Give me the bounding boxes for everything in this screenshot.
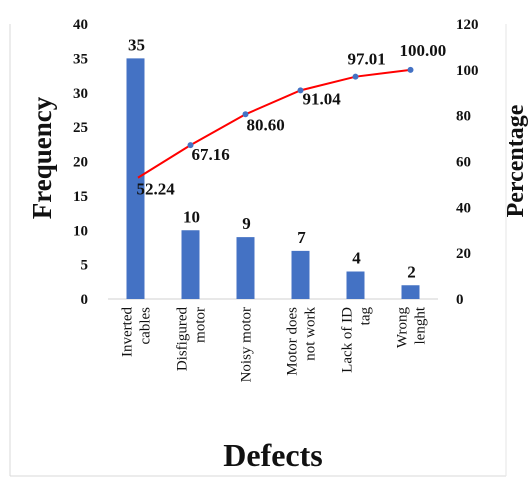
- bar-value-label: 9: [242, 214, 251, 233]
- line-value-label: 52.24: [137, 179, 176, 198]
- y-tick-label: 0: [81, 292, 89, 308]
- bar-value-label: 10: [183, 207, 200, 226]
- y2-tick-label: 80: [456, 109, 471, 125]
- category-label-line: cables: [138, 307, 154, 345]
- bar-value-label: 35: [128, 35, 145, 54]
- line-point: [187, 142, 194, 149]
- bar: [346, 271, 365, 299]
- category-label: Inverted cables: [120, 307, 154, 357]
- category-label-line: Disfigured: [175, 307, 191, 372]
- category-label-line: not work: [303, 307, 319, 361]
- line-value-label: 80.60: [247, 115, 285, 134]
- category-label: Noisy motor: [239, 307, 255, 382]
- line-point: [242, 111, 249, 118]
- axes: 0 5 10 15 20 25 30 35 40 0 20 40 60 80 100 120: [73, 17, 479, 308]
- category-label-line: Inverted: [120, 307, 136, 357]
- line-value-label: 91.04: [303, 89, 342, 108]
- line-value-label: 100.00: [400, 41, 447, 60]
- category-label-line: lenght: [413, 306, 429, 344]
- data-labels: 35 10 9 7 4 2 52.24 67.16 80.60 91.04 97.01 100.00: [128, 35, 446, 281]
- category-label-line: motor: [193, 307, 209, 343]
- category-label: Motor does not work: [285, 307, 319, 376]
- category-label-line: Lack of ID: [340, 307, 356, 373]
- bar: [291, 250, 310, 299]
- line-point: [352, 73, 359, 80]
- bar-value-label: 7: [297, 228, 306, 247]
- y-tick-label: 20: [73, 155, 88, 171]
- y-tick-label: 25: [73, 120, 88, 136]
- y2-tick-label: 60: [456, 155, 471, 171]
- line-point: [407, 66, 414, 73]
- y2-tick-label: 40: [456, 200, 471, 216]
- category-label: Wrong lenght: [395, 306, 429, 348]
- y-tick-label: 10: [73, 223, 88, 239]
- cumulative-percentage-line: [134, 68, 411, 181]
- category-label-line: Motor does: [285, 307, 301, 376]
- line-value-label: 97.01: [348, 50, 386, 69]
- bar: [236, 237, 255, 299]
- bar-value-label: 4: [352, 249, 361, 268]
- category-label-line: Wrong: [395, 307, 411, 349]
- bar-value-label: 2: [407, 262, 416, 281]
- line-point: [132, 176, 139, 183]
- y-tick-label: 35: [73, 51, 88, 67]
- y-tick-label: 30: [73, 86, 88, 102]
- bar: [401, 285, 420, 299]
- x-axis-title: Defects: [223, 437, 322, 473]
- y-tick-label: 40: [73, 17, 88, 33]
- category-label-line: tag: [358, 307, 374, 326]
- y2-tick-label: 20: [456, 246, 471, 262]
- line-point: [297, 87, 304, 94]
- cumulative-line: [132, 66, 414, 183]
- category-labels: Inverted cables Disfigured motor Noisy motor…: [120, 306, 429, 382]
- y-tick-label: 5: [81, 258, 89, 274]
- y2-axis-title: Percentage: [503, 104, 529, 217]
- y2-tick-label: 100: [456, 63, 479, 79]
- line-value-label: 67.16: [192, 145, 230, 164]
- y2-tick-label: 0: [456, 292, 464, 308]
- category-label: Lack of ID tag: [340, 307, 374, 373]
- category-label: Disfigured motor: [175, 307, 209, 372]
- bar: [181, 230, 200, 299]
- y-tick-label: 15: [73, 189, 88, 205]
- y-axis-title: Frequency: [27, 96, 57, 219]
- category-label-line: Noisy motor: [239, 307, 255, 382]
- y2-tick-label: 120: [456, 17, 479, 33]
